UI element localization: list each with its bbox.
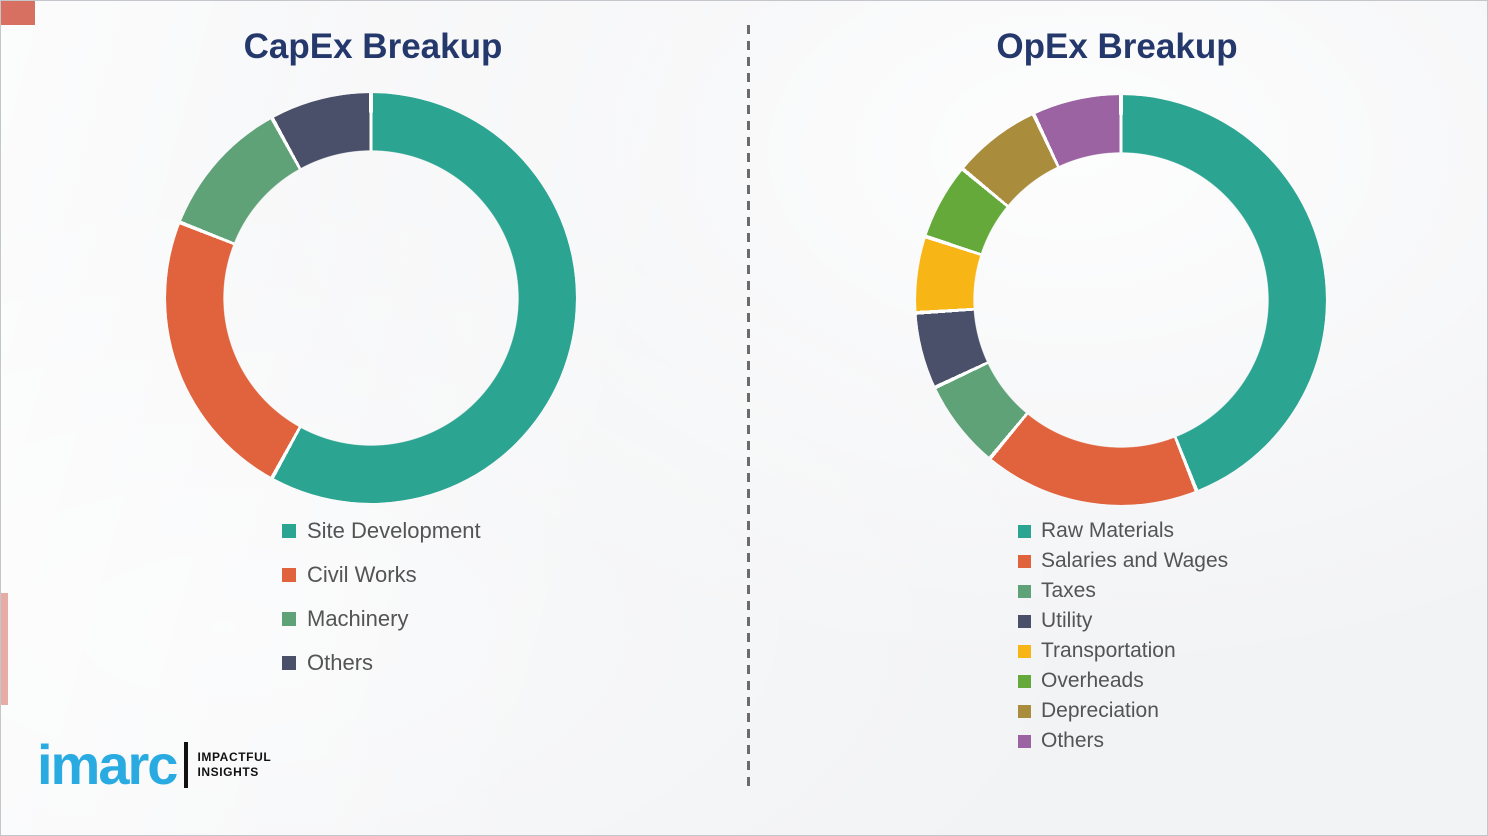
legend-item: Site Development [282, 509, 481, 553]
capex-panel: CapEx Breakup Site Development Civil Wor… [1, 1, 745, 835]
legend-item: Depreciation [1018, 696, 1228, 726]
legend-swatch [1018, 554, 1031, 568]
legend-label: Overheads [1041, 669, 1144, 692]
legend-label: Machinery [307, 606, 409, 631]
legend-item: Utility [1018, 606, 1228, 636]
capex-title: CapEx Breakup [243, 27, 503, 66]
legend-item: Overheads [1018, 666, 1228, 696]
legend-swatch [1018, 704, 1031, 718]
imarc-wordmark: imarc [37, 733, 178, 796]
legend-label: Site Development [307, 518, 481, 543]
legend-item: Civil Works [282, 553, 481, 597]
legend-label: Others [307, 650, 374, 675]
legend-item: Raw Materials [1018, 516, 1228, 546]
legend-label: Transportation [1041, 639, 1176, 662]
legend-swatch [1018, 674, 1031, 688]
legend-swatch [282, 524, 296, 538]
logo-divider-bar [184, 742, 189, 788]
tagline-line2: INSIGHTS [197, 765, 259, 779]
opex-donut-chart [916, 95, 1326, 505]
tagline-line1: IMPACTFUL [197, 750, 272, 764]
legend-item: Taxes [1018, 576, 1228, 606]
legend-item: Machinery [282, 597, 481, 641]
legend-swatch [1018, 524, 1031, 538]
legend-label: Utility [1041, 609, 1093, 632]
divider-dashed-line [747, 25, 750, 789]
opex-legend: Raw Materials Salaries and Wages Taxes U… [1018, 516, 1228, 756]
opex-panel: OpEx Breakup Raw Materials Salaries and … [745, 1, 1487, 835]
legend-swatch [282, 656, 296, 670]
logo-tagline: IMPACTFUL INSIGHTS [197, 750, 271, 780]
legend-label: Taxes [1041, 579, 1096, 602]
legend-label: Depreciation [1041, 699, 1159, 722]
opex-title: OpEx Breakup [996, 27, 1238, 66]
capex-donut-chart [166, 93, 576, 503]
legend-item: Salaries and Wages [1018, 546, 1228, 576]
legend-label: Others [1041, 729, 1105, 752]
legend-label: Civil Works [307, 562, 417, 587]
legend-item: Others [1018, 726, 1228, 756]
legend-swatch [1018, 644, 1031, 658]
legend-item: Transportation [1018, 636, 1228, 666]
legend-swatch [1018, 584, 1031, 598]
legend-swatch [282, 612, 296, 626]
imarc-logo: imarc IMPACTFUL INSIGHTS [37, 737, 271, 793]
legend-swatch [282, 568, 296, 582]
legend-item: Others [282, 641, 481, 685]
legend-label: Salaries and Wages [1041, 549, 1229, 572]
legend-label: Raw Materials [1041, 519, 1175, 542]
capex-legend: Site Development Civil Works Machinery O… [282, 509, 481, 685]
legend-swatch [1018, 734, 1031, 748]
legend-swatch [1018, 614, 1031, 628]
